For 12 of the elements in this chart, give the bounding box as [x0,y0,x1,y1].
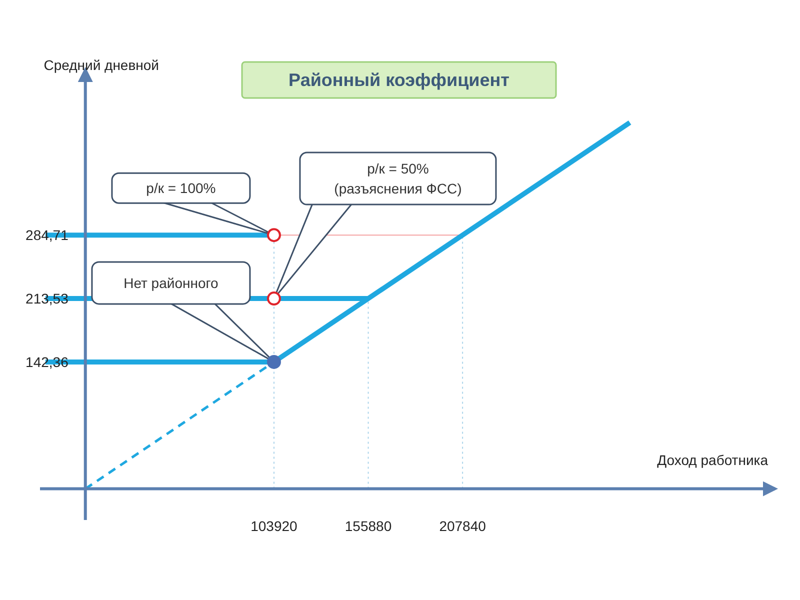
y-tick-label: 142,36 [26,354,69,370]
annotation: Нет районного [124,274,219,291]
annotation: р/к = 100% [146,180,216,196]
x-tick-label: 103920 [250,518,298,534]
x-tick-label: 155880 [344,518,392,534]
annotation: р/к = 50% (разъяснения ФСС) [334,160,462,197]
chart-title: Районный коэффициент [288,70,510,90]
x-tick-label: 207840 [439,518,486,534]
x-axis-title: Доход работника [657,452,768,468]
y-tick-label: 213,53 [26,290,69,307]
y-axis-title: Средний дневной [44,57,160,73]
y-tick-label: 284,71 [26,227,69,244]
